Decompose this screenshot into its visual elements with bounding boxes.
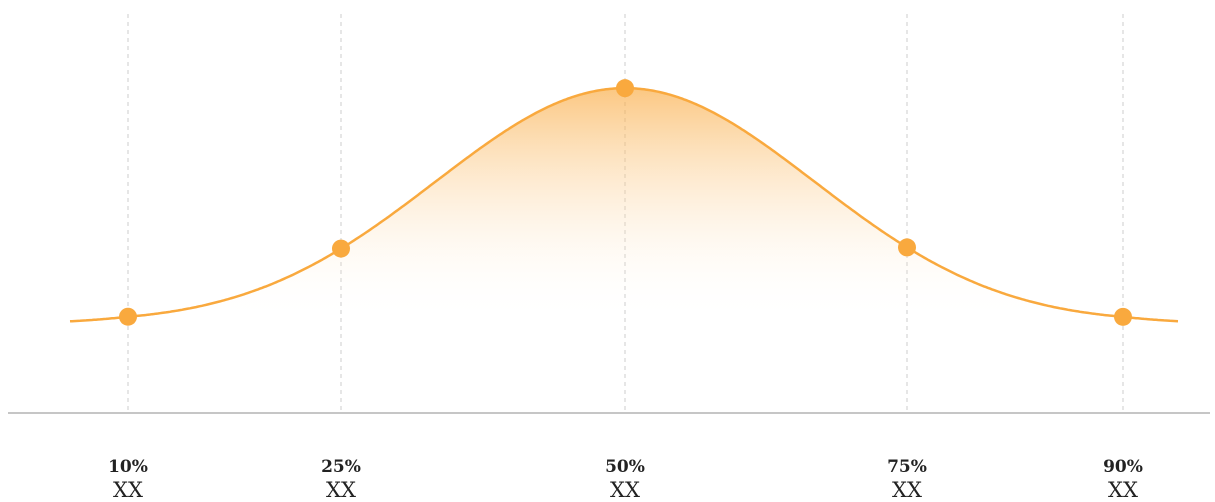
value-label-10pct: XX <box>113 478 143 502</box>
value-label-25pct: XX <box>326 478 356 502</box>
data-point-10pct <box>119 307 137 326</box>
percentile-label-10pct: 10% <box>108 457 148 477</box>
value-label-50pct: XX <box>610 478 640 502</box>
percentile-label-75pct: 75% <box>887 457 927 477</box>
data-point-25pct <box>332 239 350 258</box>
value-label-90pct: XX <box>1108 478 1138 502</box>
data-points <box>119 79 1132 326</box>
percentile-label-50pct: 50% <box>605 457 645 477</box>
percentile-label-90pct: 90% <box>1103 457 1143 477</box>
data-point-90pct <box>1114 307 1132 326</box>
value-label-75pct: XX <box>892 478 922 502</box>
data-point-50pct <box>616 79 634 98</box>
distribution-area <box>70 88 1178 322</box>
data-point-75pct <box>898 238 916 257</box>
area-fill-layer <box>70 88 1178 322</box>
percentile-label-25pct: 25% <box>321 457 361 477</box>
